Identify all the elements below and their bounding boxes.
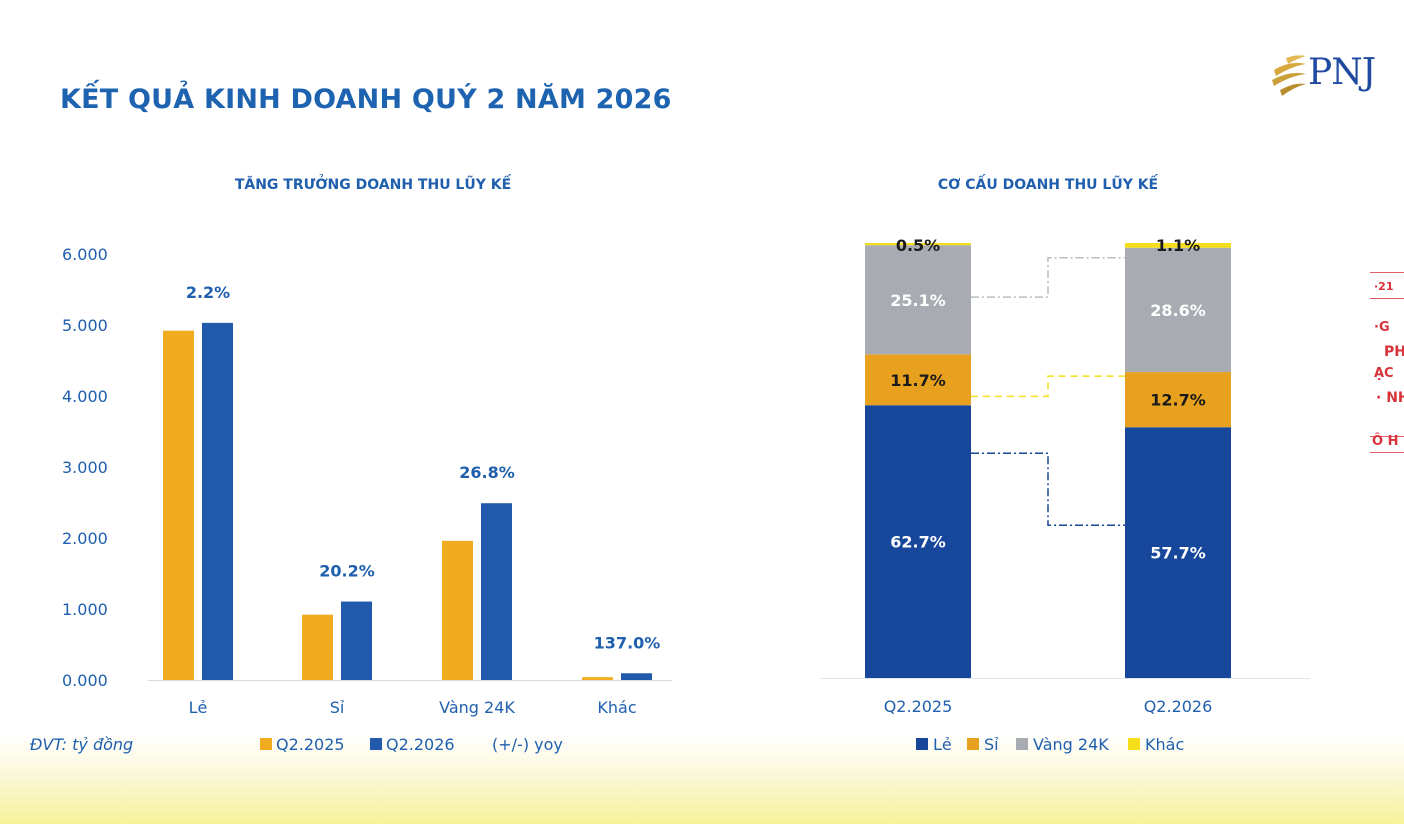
x-tick-label: Vàng 24K bbox=[439, 698, 515, 717]
legend-label-q2025: Q2.2025 bbox=[276, 735, 345, 754]
y-tick-label: 3.000 bbox=[62, 458, 108, 477]
yoy-label-si: 20.2% bbox=[319, 562, 375, 581]
page-title: KẾT QUẢ KINH DOANH QUÝ 2 NĂM 2026 bbox=[60, 84, 672, 115]
legend-swatch-q2025 bbox=[260, 738, 272, 750]
revenue-structure-chart-title: CƠ CẤU DOANH THU LŨY KẾ bbox=[938, 173, 1159, 193]
y-tick-label: 0.000 bbox=[62, 671, 108, 690]
unit-note: ĐVT: tỷ đồng bbox=[30, 735, 133, 754]
legend-swatch-si bbox=[967, 738, 979, 750]
connector-line bbox=[971, 375, 1125, 398]
x-tick-label: Lẻ bbox=[189, 698, 208, 717]
x-tick-label: Q2.2025 bbox=[884, 697, 953, 716]
y-tick-label: 4.000 bbox=[62, 387, 108, 406]
bar-le-q2-2025 bbox=[163, 330, 194, 680]
legend-label-khac: Khác bbox=[1145, 735, 1184, 754]
segment-label-khac-q2-2025: 0.5% bbox=[896, 236, 940, 255]
red-seal-stamp: ·21 ·G PH ẠC · NH Ô H bbox=[1366, 266, 1404, 466]
segment-vang-24k-q2-2026 bbox=[1125, 247, 1231, 373]
y-tick-label: 1.000 bbox=[62, 600, 108, 619]
segment-label-le-q2-2026: 57.7% bbox=[1150, 544, 1206, 563]
legend-swatch-le bbox=[916, 738, 928, 750]
legend-swatch-q2026 bbox=[370, 738, 382, 750]
segment-khac-q2-2026 bbox=[1125, 243, 1231, 248]
legend-label-yoy: (+/-) yoy bbox=[492, 735, 563, 754]
y-tick-label: 2.000 bbox=[62, 529, 108, 548]
connector-line bbox=[971, 452, 1125, 527]
legend-label-q2026: Q2.2026 bbox=[386, 735, 455, 754]
y-tick-label: 5.000 bbox=[62, 316, 108, 335]
segment-le-q2-2025 bbox=[865, 405, 971, 678]
revenue-growth-chart-title: TĂNG TRƯỞNG DOANH THU LŨY KẾ bbox=[235, 174, 512, 193]
yoy-label-le: 2.2% bbox=[186, 283, 230, 302]
segment-label-vang-24k-q2-2025: 25.1% bbox=[890, 291, 946, 310]
legend-label-le: Lẻ bbox=[933, 735, 952, 754]
bar-si-q2-2025 bbox=[302, 614, 333, 680]
y-tick-label: 6.000 bbox=[62, 245, 108, 264]
bar-khac-q2-2025 bbox=[582, 677, 613, 680]
pnj-logo: PNJ bbox=[1272, 46, 1392, 102]
segment-khac-q2-2025 bbox=[865, 243, 971, 246]
x-tick-label: Q2.2026 bbox=[1144, 697, 1213, 716]
revenue-growth-chart: TĂNG TRƯỞNG DOANH THU LŨY KẾ 0.000 1.000 2… bbox=[30, 174, 672, 754]
x-tick-label: Khác bbox=[597, 698, 636, 717]
bar-khac-q2-2026 bbox=[621, 673, 652, 680]
segment-label-si-q2-2025: 11.7% bbox=[890, 371, 946, 390]
revenue-structure-chart: CƠ CẤU DOANH THU LŨY KẾ 62.7% 11.7% 25.1% 0… bbox=[820, 173, 1310, 754]
connector-line bbox=[971, 257, 1125, 298]
bar-si-q2-2026 bbox=[341, 601, 372, 680]
legend-label-vang-24k: Vàng 24K bbox=[1033, 735, 1109, 754]
bar-le-q2-2026 bbox=[202, 322, 233, 680]
segment-label-vang-24k-q2-2026: 28.6% bbox=[1150, 301, 1206, 320]
segment-le-q2-2026 bbox=[1125, 427, 1231, 678]
segment-label-si-q2-2026: 12.7% bbox=[1150, 391, 1206, 410]
logo-mark-icon bbox=[1272, 55, 1306, 96]
legend-swatch-vang-24k bbox=[1016, 738, 1028, 750]
legend-label-si: Sỉ bbox=[984, 735, 999, 754]
segment-vang-24k-q2-2025 bbox=[865, 245, 971, 355]
revenue-growth-legend: Q2.2025 Q2.2026 (+/-) yoy bbox=[260, 735, 563, 754]
bar-vang-24k-q2-2026 bbox=[481, 503, 512, 680]
segment-label-khac-q2-2026: 1.1% bbox=[1156, 236, 1200, 255]
x-tick-label: Sỉ bbox=[330, 698, 345, 717]
revenue-structure-legend: Lẻ Sỉ Vàng 24K Khác bbox=[916, 735, 1184, 754]
segment-label-le-q2-2025: 62.7% bbox=[890, 533, 946, 552]
segment-si-q2-2026 bbox=[1125, 372, 1231, 428]
yoy-label-khac: 137.0% bbox=[594, 633, 661, 652]
logo-text: PNJ bbox=[1308, 52, 1376, 93]
bar-vang-24k-q2-2025 bbox=[442, 540, 473, 680]
yoy-label-vang-24k: 26.8% bbox=[459, 463, 515, 482]
legend-swatch-khac bbox=[1128, 738, 1140, 750]
segment-si-q2-2025 bbox=[865, 354, 971, 406]
